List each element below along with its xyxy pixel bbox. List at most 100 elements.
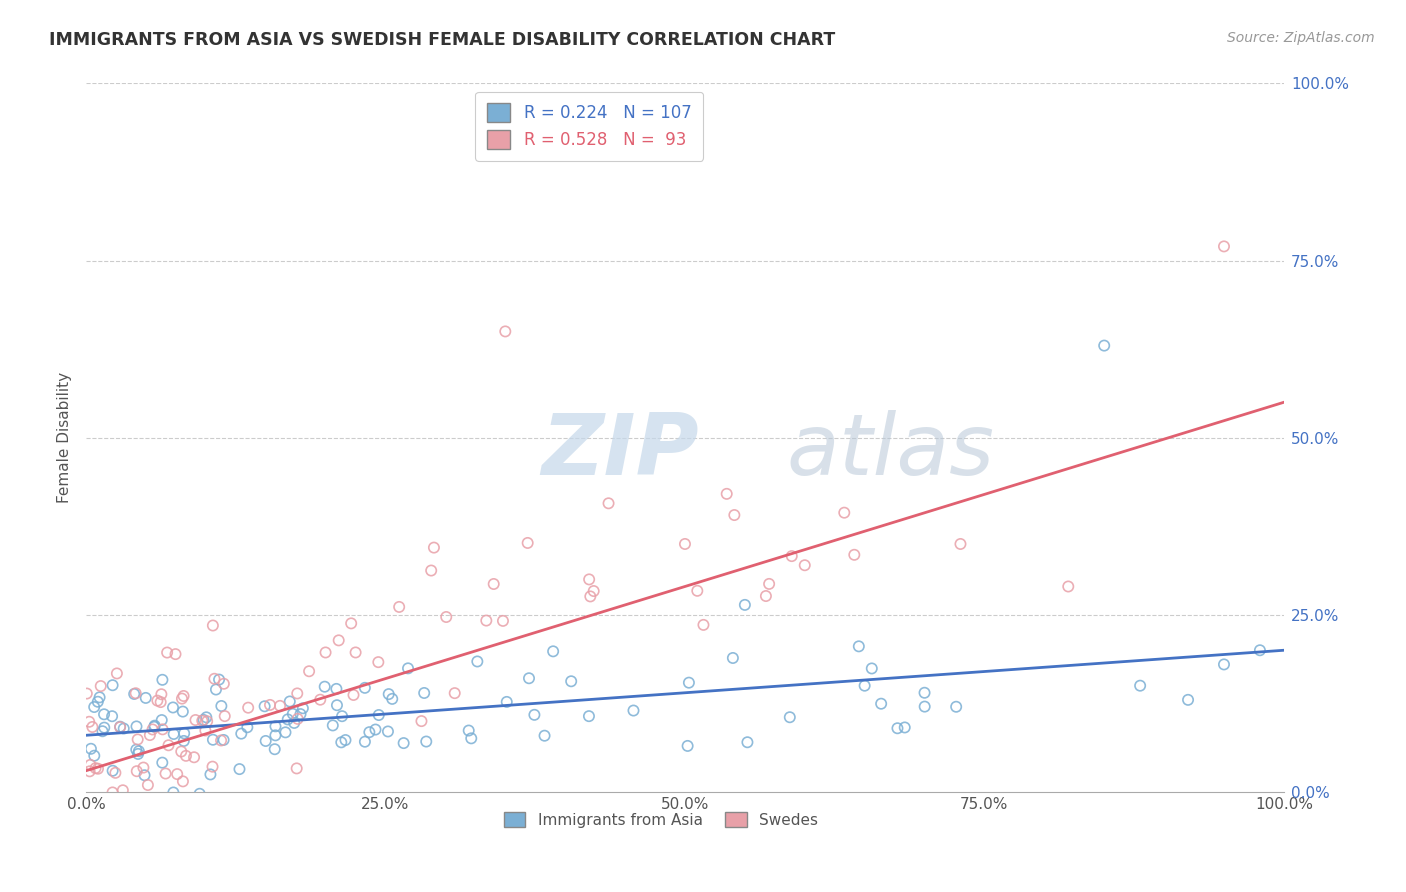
- Text: ZIP: ZIP: [541, 410, 699, 493]
- Point: [157, 738, 180, 752]
- Point: [560, 674, 582, 689]
- Point: [87, 762, 110, 776]
- Point: [723, 508, 745, 522]
- Point: [201, 759, 224, 773]
- Point: [172, 774, 194, 789]
- Point: [238, 700, 260, 714]
- Point: [354, 735, 377, 749]
- Point: [779, 710, 801, 724]
- Point: [832, 506, 855, 520]
- Point: [162, 700, 184, 714]
- Point: [174, 748, 197, 763]
- Point: [287, 712, 309, 726]
- Point: [367, 708, 389, 723]
- Point: [945, 699, 967, 714]
- Point: [173, 726, 195, 740]
- Point: [166, 767, 188, 781]
- Point: [949, 537, 972, 551]
- Point: [214, 709, 236, 723]
- Point: [1213, 239, 1236, 253]
- Point: [108, 720, 131, 734]
- Point: [434, 610, 457, 624]
- Point: [335, 733, 357, 747]
- Point: [457, 723, 479, 738]
- Point: [141, 723, 163, 737]
- Point: [201, 732, 224, 747]
- Point: [678, 675, 700, 690]
- Text: IMMIGRANTS FROM ASIA VS SWEDISH FEMALE DISABILITY CORRELATION CHART: IMMIGRANTS FROM ASIA VS SWEDISH FEMALE D…: [49, 31, 835, 49]
- Point: [475, 614, 498, 628]
- Point: [201, 618, 224, 632]
- Point: [101, 678, 124, 692]
- Point: [344, 645, 367, 659]
- Point: [118, 811, 141, 825]
- Point: [125, 719, 148, 733]
- Point: [340, 616, 363, 631]
- Point: [212, 733, 235, 747]
- Point: [330, 709, 353, 723]
- Point: [152, 673, 174, 687]
- Point: [91, 801, 114, 815]
- Point: [1129, 679, 1152, 693]
- Point: [278, 694, 301, 708]
- Point: [364, 723, 387, 737]
- Point: [734, 598, 756, 612]
- Point: [127, 732, 149, 747]
- Point: [194, 723, 217, 738]
- Point: [359, 725, 381, 739]
- Point: [354, 681, 377, 695]
- Point: [582, 584, 605, 599]
- Point: [150, 756, 173, 770]
- Point: [128, 744, 150, 758]
- Point: [263, 742, 285, 756]
- Point: [290, 707, 312, 722]
- Point: [80, 741, 103, 756]
- Point: [388, 599, 411, 614]
- Point: [236, 720, 259, 734]
- Point: [83, 700, 105, 714]
- Point: [870, 697, 893, 711]
- Point: [914, 686, 936, 700]
- Point: [146, 693, 169, 707]
- Point: [516, 536, 538, 550]
- Point: [673, 537, 696, 551]
- Point: [274, 725, 297, 739]
- Point: [205, 682, 228, 697]
- Point: [523, 707, 546, 722]
- Point: [231, 726, 253, 740]
- Point: [89, 690, 111, 705]
- Point: [200, 767, 222, 781]
- Point: [149, 695, 172, 709]
- Point: [125, 742, 148, 756]
- Point: [780, 549, 803, 563]
- Point: [755, 589, 778, 603]
- Point: [209, 698, 232, 713]
- Point: [1092, 338, 1115, 352]
- Point: [1249, 643, 1271, 657]
- Point: [150, 687, 173, 701]
- Point: [165, 647, 187, 661]
- Point: [90, 679, 112, 693]
- Point: [423, 541, 446, 555]
- Point: [676, 739, 699, 753]
- Point: [420, 564, 443, 578]
- Point: [342, 688, 364, 702]
- Point: [93, 721, 115, 735]
- Point: [83, 748, 105, 763]
- Point: [195, 714, 218, 729]
- Point: [212, 677, 235, 691]
- Point: [155, 766, 177, 780]
- Point: [377, 687, 399, 701]
- Point: [184, 713, 207, 727]
- Point: [87, 695, 110, 709]
- Point: [285, 761, 308, 775]
- Point: [848, 640, 870, 654]
- Point: [143, 720, 166, 734]
- Point: [465, 655, 488, 669]
- Point: [1213, 657, 1236, 672]
- Point: [392, 736, 415, 750]
- Point: [623, 704, 645, 718]
- Point: [517, 671, 540, 685]
- Point: [541, 644, 564, 658]
- Point: [90, 806, 112, 821]
